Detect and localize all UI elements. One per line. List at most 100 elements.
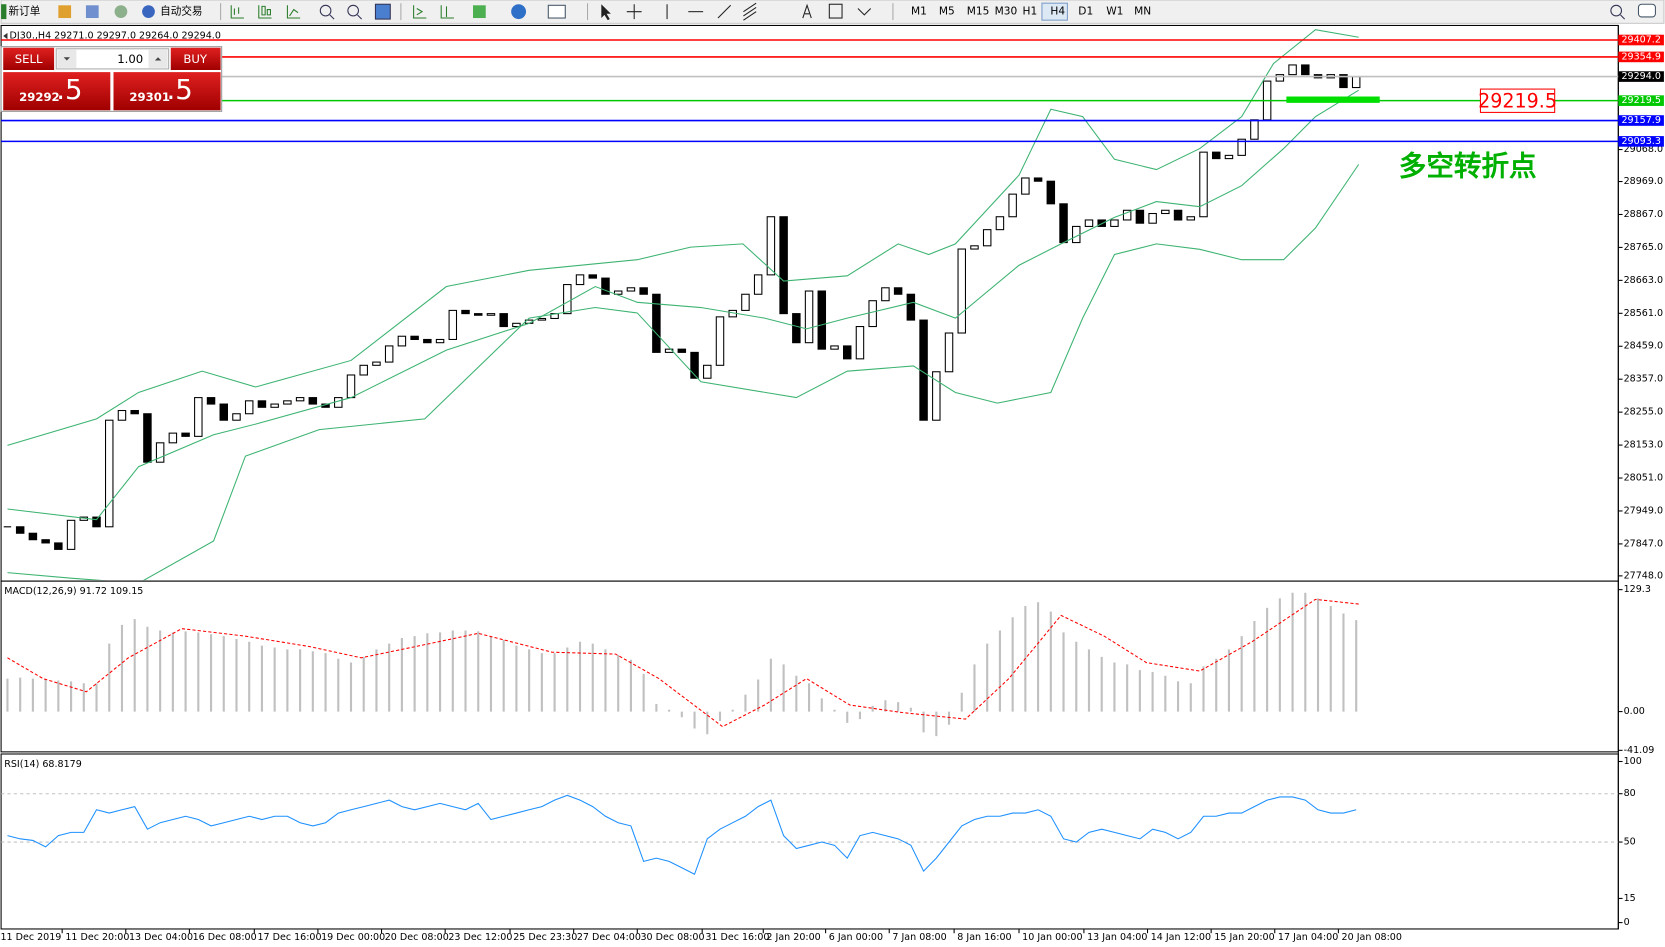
chart-tools[interactable] xyxy=(230,5,301,19)
candle xyxy=(588,274,597,279)
icon[interactable] xyxy=(347,4,359,17)
icon[interactable] xyxy=(319,4,332,17)
icon[interactable] xyxy=(547,4,566,19)
candle xyxy=(206,397,216,405)
sell-button[interactable] xyxy=(3,47,55,70)
candle xyxy=(473,313,483,316)
icon[interactable] xyxy=(329,14,335,20)
icon[interactable] xyxy=(114,5,128,19)
candle xyxy=(105,419,114,528)
buy-price-button[interactable] xyxy=(113,72,221,111)
icon[interactable] xyxy=(258,5,272,19)
candle xyxy=(652,293,661,353)
candle xyxy=(1301,64,1310,76)
candle xyxy=(906,293,916,321)
y-tick-label: 28255.0 xyxy=(1624,407,1663,418)
price-level-box xyxy=(1618,136,1664,147)
candle xyxy=(28,532,38,541)
price-level-label: 29093.3 xyxy=(1621,136,1660,147)
y-tick-label: 129.3 xyxy=(1624,584,1651,595)
sell-label: SELL xyxy=(15,52,43,66)
icon[interactable] xyxy=(743,2,757,21)
x-tick-label: 23 Dec 12:00 xyxy=(448,932,512,943)
x-tick-label: 7 Jan 08:00 xyxy=(892,932,946,943)
candle xyxy=(741,293,750,311)
price-level-box xyxy=(1618,115,1664,126)
toolbar: 新订单 自动交易 M1 M5 M15 M30 H xyxy=(0,0,1665,24)
icon[interactable] xyxy=(357,14,363,20)
rsi-panel xyxy=(0,753,1619,930)
candle xyxy=(753,274,763,295)
icon[interactable] xyxy=(286,5,301,19)
search-icon[interactable] xyxy=(1610,4,1623,17)
candle xyxy=(54,542,63,550)
candle xyxy=(1275,74,1285,82)
candle xyxy=(537,317,547,321)
candle xyxy=(181,432,190,437)
zoom-tools[interactable] xyxy=(319,3,391,20)
icon[interactable] xyxy=(626,4,642,20)
x-tick-label: 16 Dec 08:00 xyxy=(193,932,257,943)
icon[interactable] xyxy=(58,5,72,19)
timeframe-button[interactable]: W1 xyxy=(1106,6,1123,18)
price-level-label: 29294.0 xyxy=(1621,71,1660,82)
candle xyxy=(15,526,25,534)
candle xyxy=(830,345,839,350)
auto-trading-button[interactable]: 自动交易 xyxy=(160,5,202,18)
candle xyxy=(868,300,877,328)
y-tick-label: 28051.0 xyxy=(1624,473,1663,484)
y-tick-label: 28153.0 xyxy=(1624,440,1663,451)
timeframe-button[interactable]: M15 xyxy=(967,6,990,18)
icon[interactable] xyxy=(601,4,611,21)
candle xyxy=(384,345,394,363)
sell-price-button[interactable] xyxy=(3,72,111,111)
icon[interactable] xyxy=(440,5,454,19)
new-order-button[interactable]: 新订单 xyxy=(9,5,41,18)
timeframe-button[interactable]: M5 xyxy=(939,6,955,18)
candle xyxy=(92,516,101,528)
x-tick-label: 13 Jan 04:00 xyxy=(1087,932,1147,943)
icon[interactable] xyxy=(717,4,732,19)
candle xyxy=(1351,76,1361,89)
y-tick-label: 28459.0 xyxy=(1624,341,1663,352)
turning-point-note: 多空转折点 xyxy=(1399,150,1537,183)
icon[interactable] xyxy=(511,4,527,20)
candle xyxy=(1033,177,1043,182)
lot-value[interactable]: 1.00 xyxy=(117,52,143,66)
timeframe-button[interactable]: M1 xyxy=(911,6,927,18)
chat-icon[interactable] xyxy=(1637,3,1656,18)
icon[interactable] xyxy=(802,3,812,19)
sell-pips: .5 xyxy=(56,73,82,106)
timeframe-button[interactable]: H1 xyxy=(1023,6,1038,18)
timeframe-button[interactable]: MN xyxy=(1134,6,1151,18)
icon xyxy=(1,4,7,20)
lot-field[interactable] xyxy=(55,48,170,70)
candle xyxy=(626,287,636,292)
price-level-box xyxy=(1618,95,1664,106)
icon[interactable] xyxy=(413,5,427,19)
timeframe-buttons: M1 M5 M15 M30 H1 H4 D1 W1 MN xyxy=(911,2,1151,21)
icon[interactable] xyxy=(85,5,99,19)
icon[interactable] xyxy=(828,3,843,19)
timeframe-button[interactable]: H4 xyxy=(1050,6,1065,18)
buy-button[interactable] xyxy=(170,47,221,70)
candle xyxy=(613,290,623,295)
icon[interactable] xyxy=(374,3,391,20)
icon[interactable] xyxy=(230,5,244,19)
one-click-trade-panel: SELL 1.00 BUY 29292 .5 29301 .5 xyxy=(0,46,223,112)
timeframe-button[interactable]: D1 xyxy=(1078,6,1093,18)
timeframe-button[interactable]: M30 xyxy=(995,6,1018,18)
price-annotation: 29219.5 xyxy=(1478,90,1557,112)
candle xyxy=(1110,219,1119,227)
y-tick-label: 0.00 xyxy=(1624,706,1645,717)
candle xyxy=(932,371,941,421)
y-tick-label: 100 xyxy=(1624,756,1642,767)
price-level-label: 29219.5 xyxy=(1621,95,1660,106)
buy-price: 29301 xyxy=(129,90,170,104)
search-icon[interactable] xyxy=(1620,14,1626,20)
candle xyxy=(155,442,165,463)
candle xyxy=(448,309,458,340)
icon[interactable] xyxy=(473,5,486,19)
icon[interactable] xyxy=(857,8,872,16)
candle xyxy=(995,216,1005,231)
